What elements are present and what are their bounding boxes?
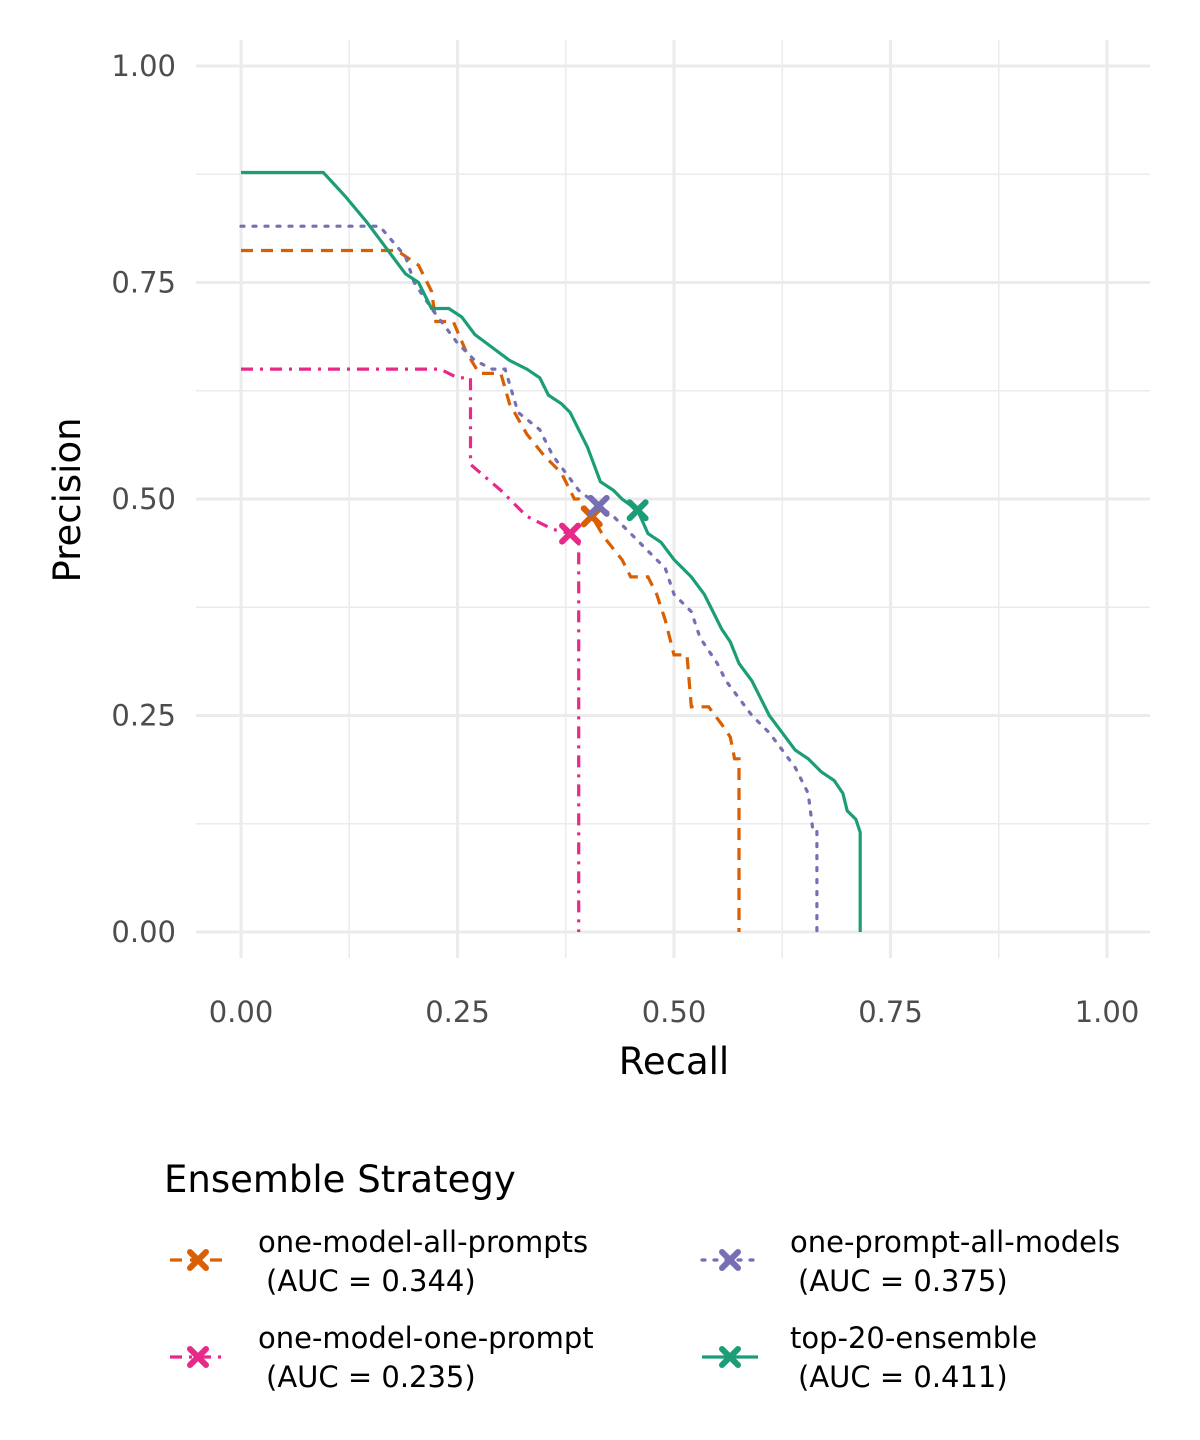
x-tick-label-4: 1.00 bbox=[1075, 995, 1140, 1029]
x-tick-label-2: 0.50 bbox=[642, 995, 707, 1029]
x-tick-labels: 0.00 0.25 0.50 0.75 1.00 bbox=[209, 995, 1140, 1029]
legend-key-one-model-all-prompts bbox=[170, 1249, 226, 1271]
x-tick-label-0: 0.00 bbox=[209, 995, 274, 1029]
x-axis-title: Recall bbox=[619, 1040, 729, 1083]
x-tick-label-1: 0.25 bbox=[425, 995, 490, 1029]
y-tick-label-4: 1.00 bbox=[111, 49, 176, 83]
series-layer bbox=[239, 170, 862, 934]
legend-title: Ensemble Strategy bbox=[164, 1158, 516, 1201]
y-axis-title: Precision bbox=[46, 417, 89, 582]
legend: Ensemble Strategy one-model-all-prompts … bbox=[164, 1158, 1120, 1394]
series-line-one-model-one-prompt bbox=[241, 367, 581, 932]
y-tick-labels: 0.00 0.25 0.50 0.75 1.00 bbox=[111, 49, 176, 949]
series-marker-one-model-one-prompt bbox=[559, 522, 582, 545]
series-line-one-prompt-all-models bbox=[239, 224, 819, 934]
legend-auc-one-model-all-prompts: (AUC = 0.344) bbox=[266, 1264, 476, 1298]
legend-marker-top-20-ensemble bbox=[719, 1346, 741, 1368]
series-line-one-model-all-prompts bbox=[241, 248, 741, 932]
legend-label-one-model-all-prompts: one-model-all-prompts bbox=[258, 1225, 588, 1259]
legend-item-one-model-all-prompts: one-model-all-prompts (AUC = 0.344) bbox=[170, 1225, 588, 1298]
legend-item-top-20-ensemble: top-20-ensemble (AUC = 0.411) bbox=[702, 1321, 1037, 1394]
series-marker-top-20-ensemble bbox=[626, 499, 649, 522]
grid-major bbox=[196, 40, 1150, 958]
series-line-top-20-ensemble bbox=[241, 170, 862, 932]
legend-auc-one-model-one-prompt: (AUC = 0.235) bbox=[266, 1360, 476, 1394]
legend-key-one-model-one-prompt bbox=[170, 1346, 226, 1368]
legend-item-one-model-one-prompt: one-model-one-prompt (AUC = 0.235) bbox=[170, 1321, 594, 1394]
legend-key-one-prompt-all-models bbox=[700, 1249, 760, 1271]
legend-item-one-prompt-all-models: one-prompt-all-models (AUC = 0.375) bbox=[700, 1225, 1120, 1298]
marker-layer bbox=[559, 494, 649, 545]
legend-marker-one-model-all-prompts bbox=[187, 1249, 209, 1271]
legend-auc-top-20-ensemble: (AUC = 0.411) bbox=[798, 1360, 1008, 1394]
y-tick-label-1: 0.25 bbox=[111, 699, 176, 733]
legend-marker-one-model-one-prompt bbox=[187, 1346, 209, 1368]
legend-label-one-model-one-prompt: one-model-one-prompt bbox=[258, 1321, 594, 1355]
series-marker-one-prompt-all-models bbox=[587, 494, 610, 517]
legend-marker-one-prompt-all-models bbox=[719, 1249, 741, 1271]
x-tick-label-3: 0.75 bbox=[858, 995, 923, 1029]
legend-auc-one-prompt-all-models: (AUC = 0.375) bbox=[798, 1264, 1008, 1298]
legend-label-one-prompt-all-models: one-prompt-all-models bbox=[790, 1225, 1120, 1259]
legend-label-top-20-ensemble: top-20-ensemble bbox=[790, 1321, 1037, 1355]
legend-key-top-20-ensemble bbox=[702, 1346, 758, 1368]
y-tick-label-2: 0.50 bbox=[111, 482, 176, 516]
y-tick-label-0: 0.00 bbox=[111, 915, 176, 949]
y-tick-label-3: 0.75 bbox=[111, 266, 176, 300]
